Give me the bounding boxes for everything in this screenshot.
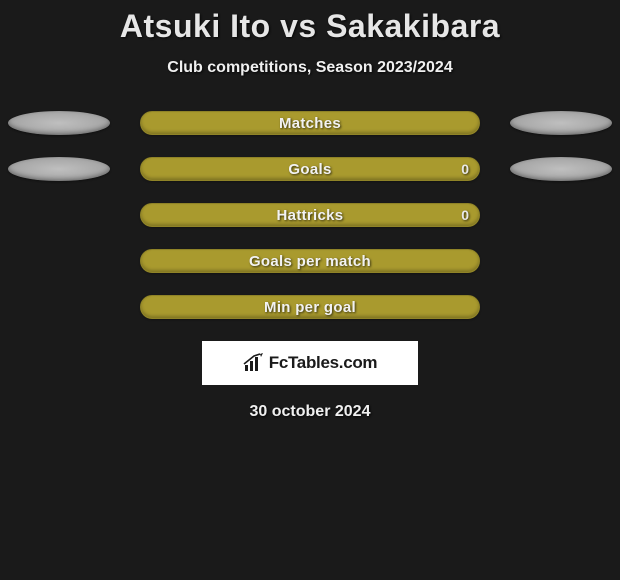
stat-row: Hattricks 0 bbox=[0, 203, 620, 227]
stat-bar: Goals per match bbox=[140, 249, 480, 273]
stat-bar: Matches bbox=[140, 111, 480, 135]
stat-label: Goals per match bbox=[249, 253, 371, 270]
stat-bar: Min per goal bbox=[140, 295, 480, 319]
comparison-card: Atsuki Ito vs Sakakibara Club competitio… bbox=[0, 0, 620, 580]
brand-text: FcTables.com bbox=[269, 353, 378, 373]
player-left-marker bbox=[8, 111, 110, 135]
player-left-marker bbox=[8, 157, 110, 181]
player-right-marker bbox=[510, 157, 612, 181]
stat-row: Goals per match bbox=[0, 249, 620, 273]
chart-icon bbox=[243, 353, 265, 373]
page-subtitle: Club competitions, Season 2023/2024 bbox=[167, 59, 452, 77]
stat-bar: Hattricks 0 bbox=[140, 203, 480, 227]
stat-value: 0 bbox=[461, 207, 469, 223]
brand-logo[interactable]: FcTables.com bbox=[202, 341, 418, 385]
stat-label: Goals bbox=[288, 161, 331, 178]
stat-label: Min per goal bbox=[264, 299, 356, 316]
date-label: 30 october 2024 bbox=[250, 403, 371, 421]
stat-label: Hattricks bbox=[277, 207, 344, 224]
stat-rows: Matches Goals 0 Hattricks 0 Goals per match Mi… bbox=[0, 111, 620, 319]
stat-row: Goals 0 bbox=[0, 157, 620, 181]
stat-row: Min per goal bbox=[0, 295, 620, 319]
stat-label: Matches bbox=[279, 115, 341, 132]
stat-value: 0 bbox=[461, 161, 469, 177]
player-right-marker bbox=[510, 111, 612, 135]
page-title: Atsuki Ito vs Sakakibara bbox=[120, 8, 500, 45]
stat-row: Matches bbox=[0, 111, 620, 135]
stat-bar: Goals 0 bbox=[140, 157, 480, 181]
